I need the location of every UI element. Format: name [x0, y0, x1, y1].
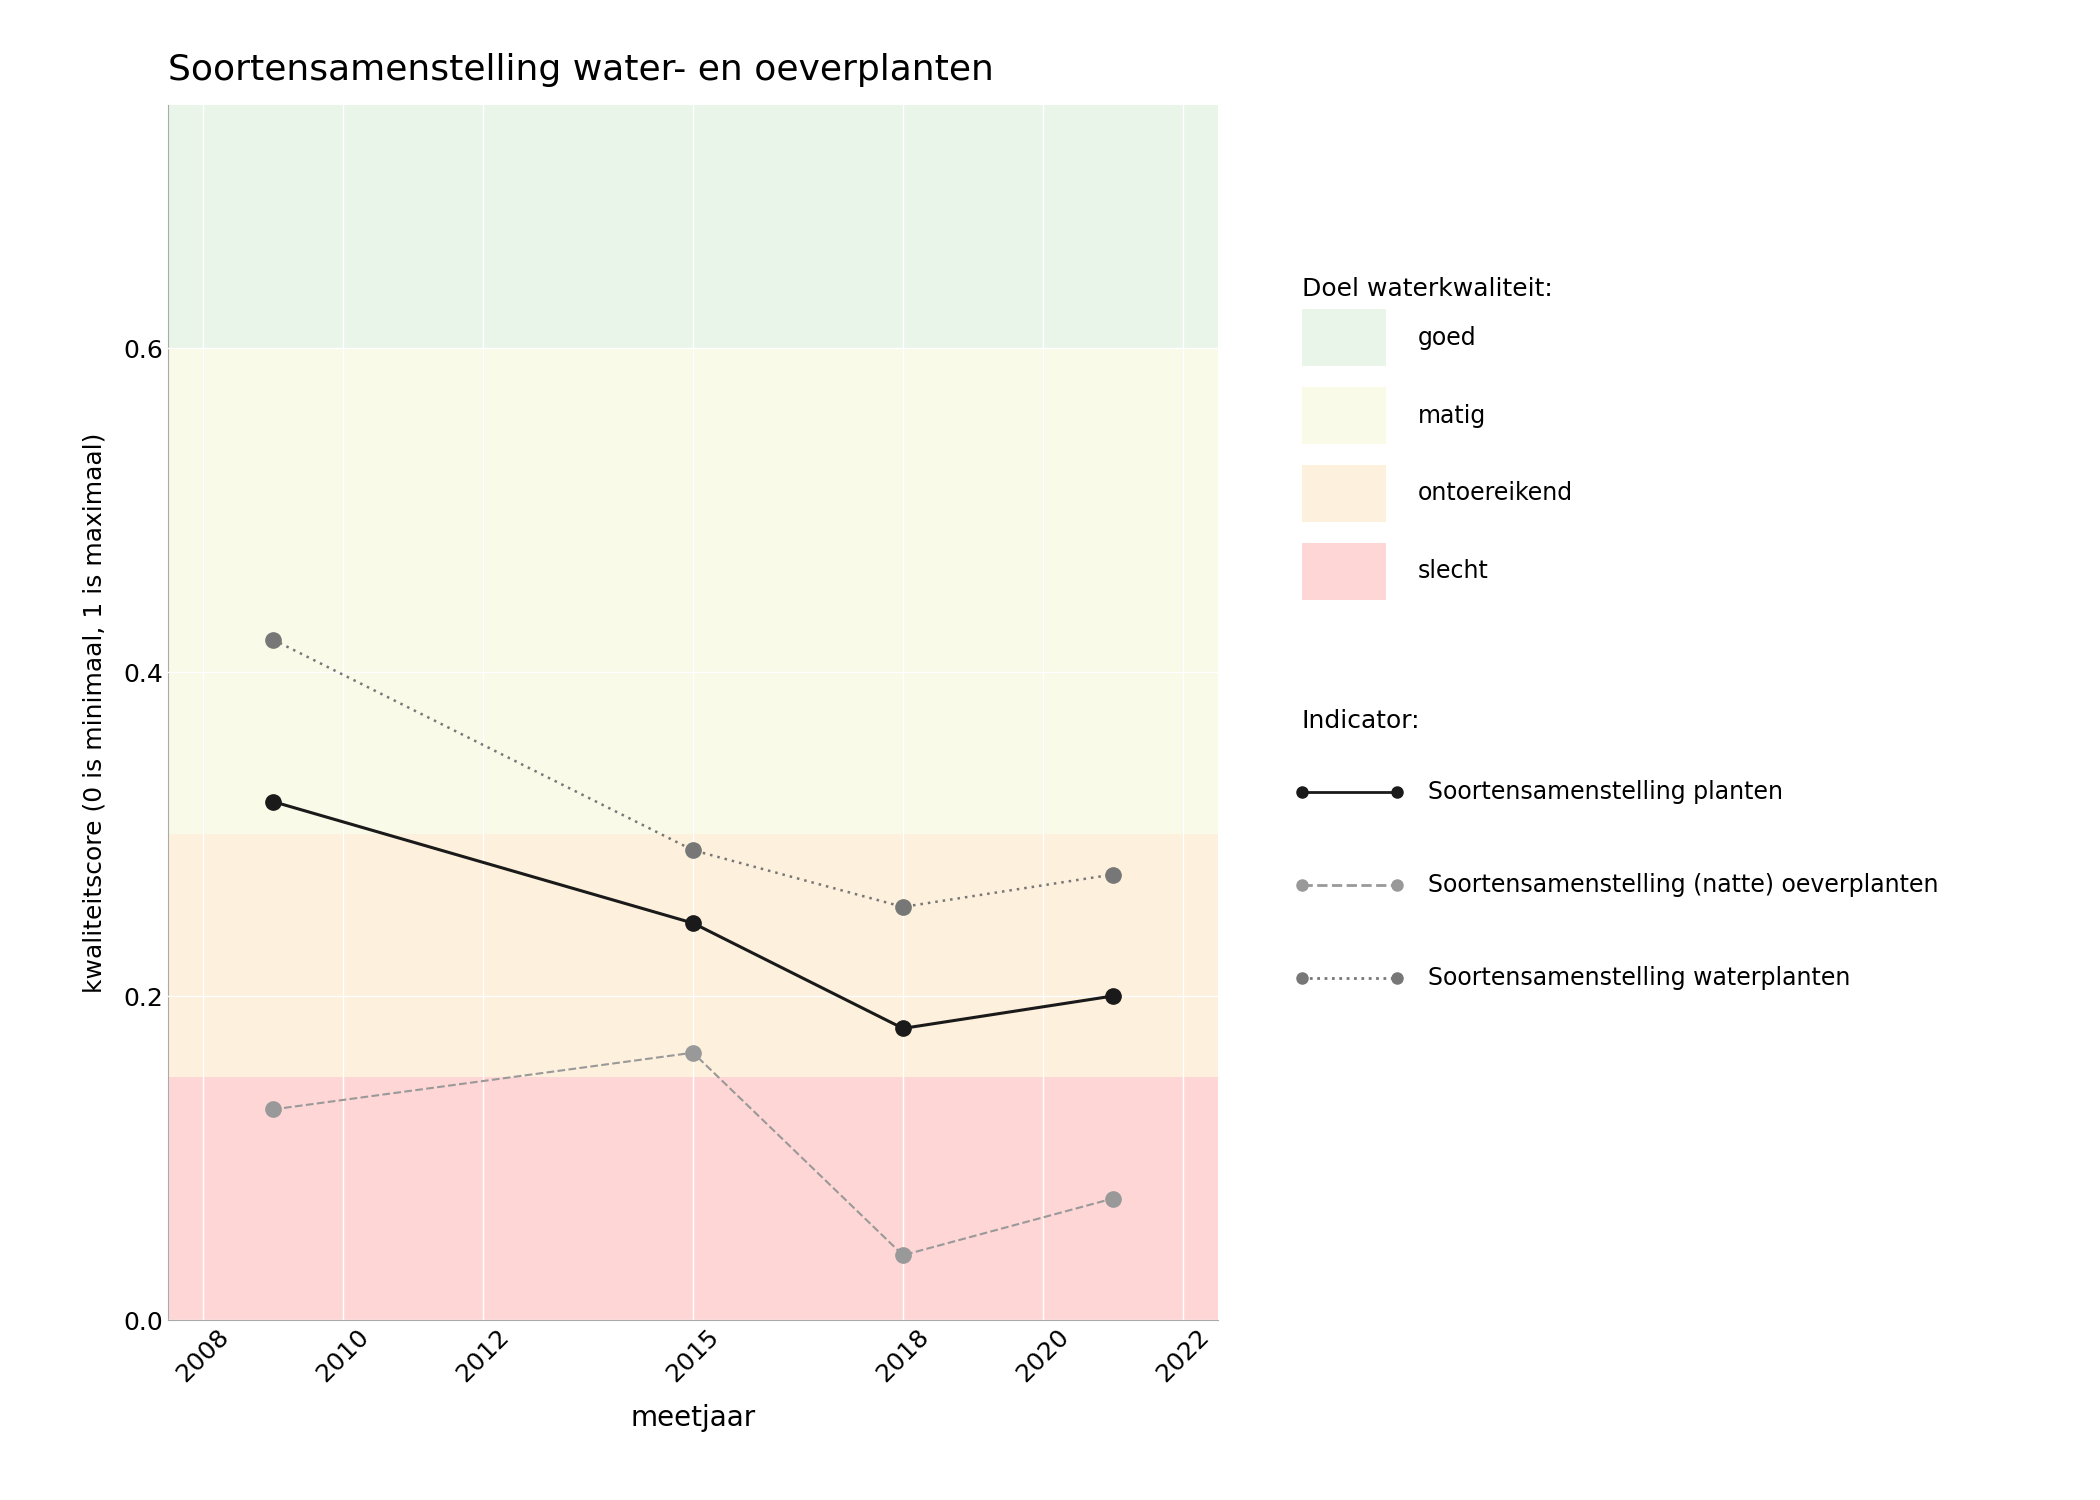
Text: matig: matig [1418, 404, 1487, 427]
Text: Soortensamenstelling (natte) oeverplanten: Soortensamenstelling (natte) oeverplante… [1428, 873, 1938, 897]
Text: Soortensamenstelling water- en oeverplanten: Soortensamenstelling water- en oeverplan… [168, 53, 993, 87]
Bar [168, 834, 1218, 1077]
X-axis label: meetjaar: meetjaar [630, 1404, 756, 1431]
Text: Soortensamenstelling planten: Soortensamenstelling planten [1428, 780, 1783, 804]
Text: goed: goed [1418, 326, 1476, 350]
Text: Soortensamenstelling waterplanten: Soortensamenstelling waterplanten [1428, 966, 1850, 990]
Bar [168, 105, 1218, 348]
Text: slecht: slecht [1418, 560, 1489, 584]
Bar [168, 348, 1218, 834]
Text: ontoereikend: ontoereikend [1418, 482, 1573, 506]
Text: Indicator:: Indicator: [1302, 710, 1420, 734]
Text: Doel waterkwaliteit:: Doel waterkwaliteit: [1302, 278, 1552, 302]
Y-axis label: kwaliteitscore (0 is minimaal, 1 is maximaal): kwaliteitscore (0 is minimaal, 1 is maxi… [82, 432, 107, 993]
Bar [168, 1077, 1218, 1320]
